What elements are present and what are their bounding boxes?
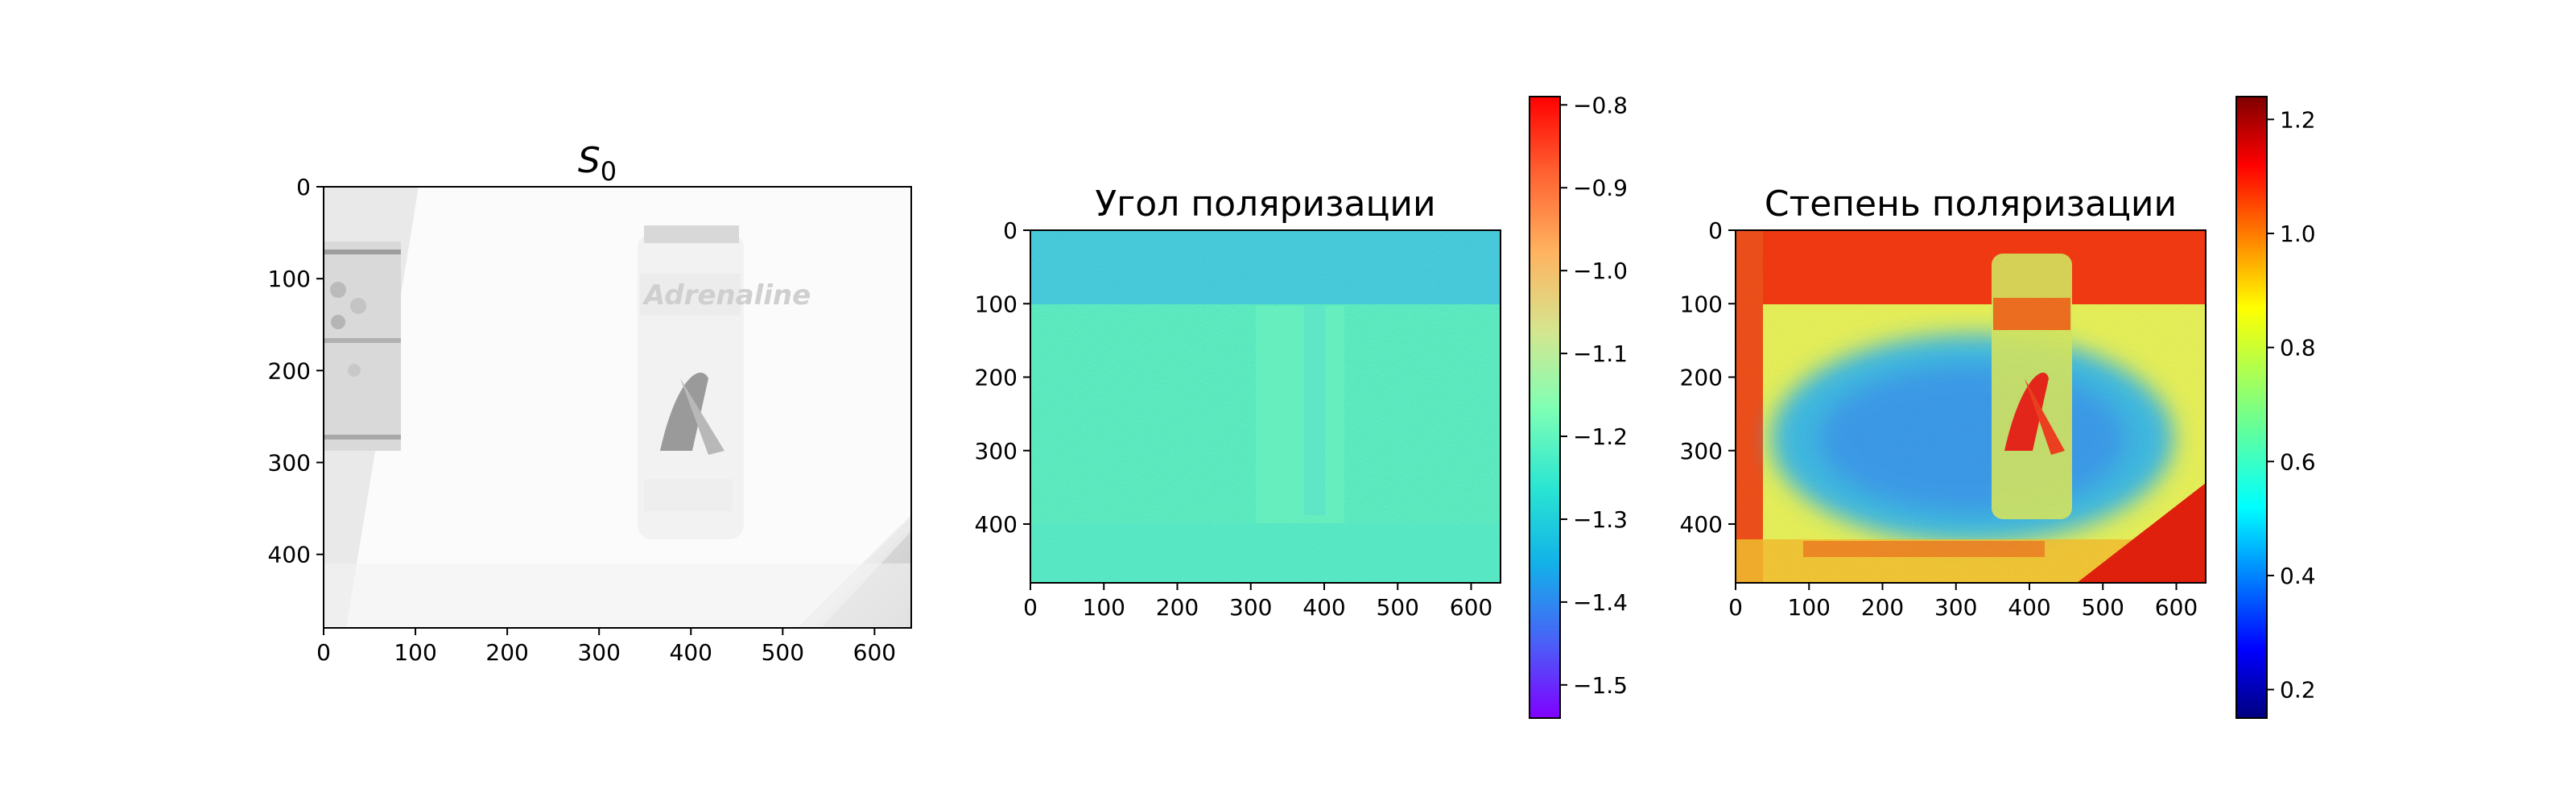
angle-cbar-tick-label: −0.8 (1573, 92, 1628, 118)
degree-frame (1735, 229, 2207, 584)
s0-xtick-label: 600 (853, 639, 896, 666)
angle-cbar-tick-label: −1.4 (1573, 589, 1628, 616)
degree-cbar-tick-label: 0.6 (2280, 448, 2316, 475)
panel-angle: Угол поляризации 0 100 200 300 400 500 600 0 100… (975, 92, 1628, 719)
degree-xtick-label: 200 (1861, 594, 1904, 621)
angle-image (1030, 230, 1501, 583)
s0-ytick-label: 300 (268, 450, 311, 477)
s0-xtick-label: 300 (577, 639, 620, 666)
degree-cbar-tick-label: 0.4 (2280, 563, 2316, 589)
degree-xtick-label: 300 (1934, 594, 1977, 621)
degree-ytick-label: 200 (1680, 365, 1723, 391)
angle-xtick-label: 100 (1083, 594, 1125, 621)
angle-colorbar (1530, 97, 1560, 718)
angle-cbar-tick-label: −0.9 (1573, 175, 1628, 201)
degree-colorbar (2236, 97, 2267, 718)
degree-xtick-label: 500 (2082, 594, 2124, 621)
svg-text:Adrenaline: Adrenaline (642, 279, 811, 312)
s0-ytick-label: 100 (268, 266, 311, 292)
angle-ytick-label: 200 (975, 365, 1018, 391)
degree-title: Степень поляризации (1765, 184, 2177, 225)
angle-cbar-tick-label: −1.1 (1573, 341, 1628, 367)
degree-xtick-label: 100 (1788, 594, 1831, 621)
angle-cbar-tick-label: −1.3 (1573, 506, 1628, 533)
s0-ytick-label: 200 (268, 357, 311, 384)
angle-cbar-tick-label: −1.5 (1573, 672, 1628, 699)
angle-xtick-label: 300 (1229, 594, 1272, 621)
angle-ytick-label: 100 (975, 291, 1018, 317)
angle-xtick-label: 600 (1450, 594, 1492, 621)
s0-xtick-label: 100 (394, 639, 436, 666)
degree-cbar-tick-label: 1.0 (2280, 221, 2316, 247)
panel-s0: Adrenaline S0 0 100 200 300 400 500 600 0 100 200… (268, 140, 912, 666)
angle-title: Угол поляризации (1095, 184, 1435, 225)
s0-xtick-label: 500 (762, 639, 804, 666)
s0-axes: 0 100 200 300 400 500 600 0 100 200 300 400 (268, 174, 897, 666)
s0-ytick-label: 400 (268, 542, 311, 568)
angle-xtick-label: 400 (1302, 594, 1345, 621)
panel-degree: Степень поляризации 0 100 200 300 400 500 6000… (1680, 96, 2316, 719)
angle-ytick-label: 300 (975, 438, 1018, 464)
angle-ytick-label: 0 (1003, 217, 1018, 244)
angle-xtick-label: 200 (1156, 594, 1199, 621)
s0-title: S0 (578, 140, 617, 187)
angle-colorbar-ticks: −0.8 −0.9 −1.0 −1.1 −1.2 −1.3 −1.4 −1.5 (1560, 92, 1628, 699)
degree-cbar-tick-label: 0.2 (2280, 677, 2316, 704)
s0-ytick-label: 0 (296, 174, 311, 200)
degree-xtick-label: 600 (2155, 594, 2198, 621)
angle-xtick-label: 500 (1377, 594, 1419, 621)
degree-ytick-label: 0 (1708, 217, 1723, 244)
angle-cbar-tick-label: −1.0 (1573, 258, 1628, 284)
degree-ytick-label: 300 (1680, 438, 1723, 464)
s0-xtick-label: 400 (670, 639, 712, 666)
degree-axes: 0 100 200 300 400 500 600 0 100 200 300 400 (1680, 217, 2198, 621)
angle-axes: 0 100 200 300 400 500 600 0 100 200 300 400 (975, 217, 1493, 621)
degree-xtick-label: 0 (1728, 594, 1743, 621)
angle-frame (1030, 229, 1501, 584)
degree-cbar-tick-label: 0.8 (2280, 335, 2316, 361)
angle-ytick-label: 400 (975, 511, 1018, 538)
s0-image: Adrenaline (324, 187, 911, 628)
s0-xtick-label: 200 (485, 639, 528, 666)
degree-image (1736, 230, 2206, 583)
degree-cbar-tick-label: 1.2 (2280, 106, 2316, 133)
angle-xtick-label: 0 (1023, 594, 1038, 621)
degree-ytick-label: 400 (1680, 511, 1723, 538)
angle-cbar-tick-label: −1.2 (1573, 423, 1628, 450)
degree-colorbar-ticks: 0.2 0.4 0.6 0.8 1.0 1.2 (2267, 106, 2316, 704)
degree-ytick-label: 100 (1680, 291, 1723, 317)
degree-xtick-label: 400 (2008, 594, 2050, 621)
s0-xtick-label: 0 (316, 639, 331, 666)
s0-frame (323, 186, 912, 629)
